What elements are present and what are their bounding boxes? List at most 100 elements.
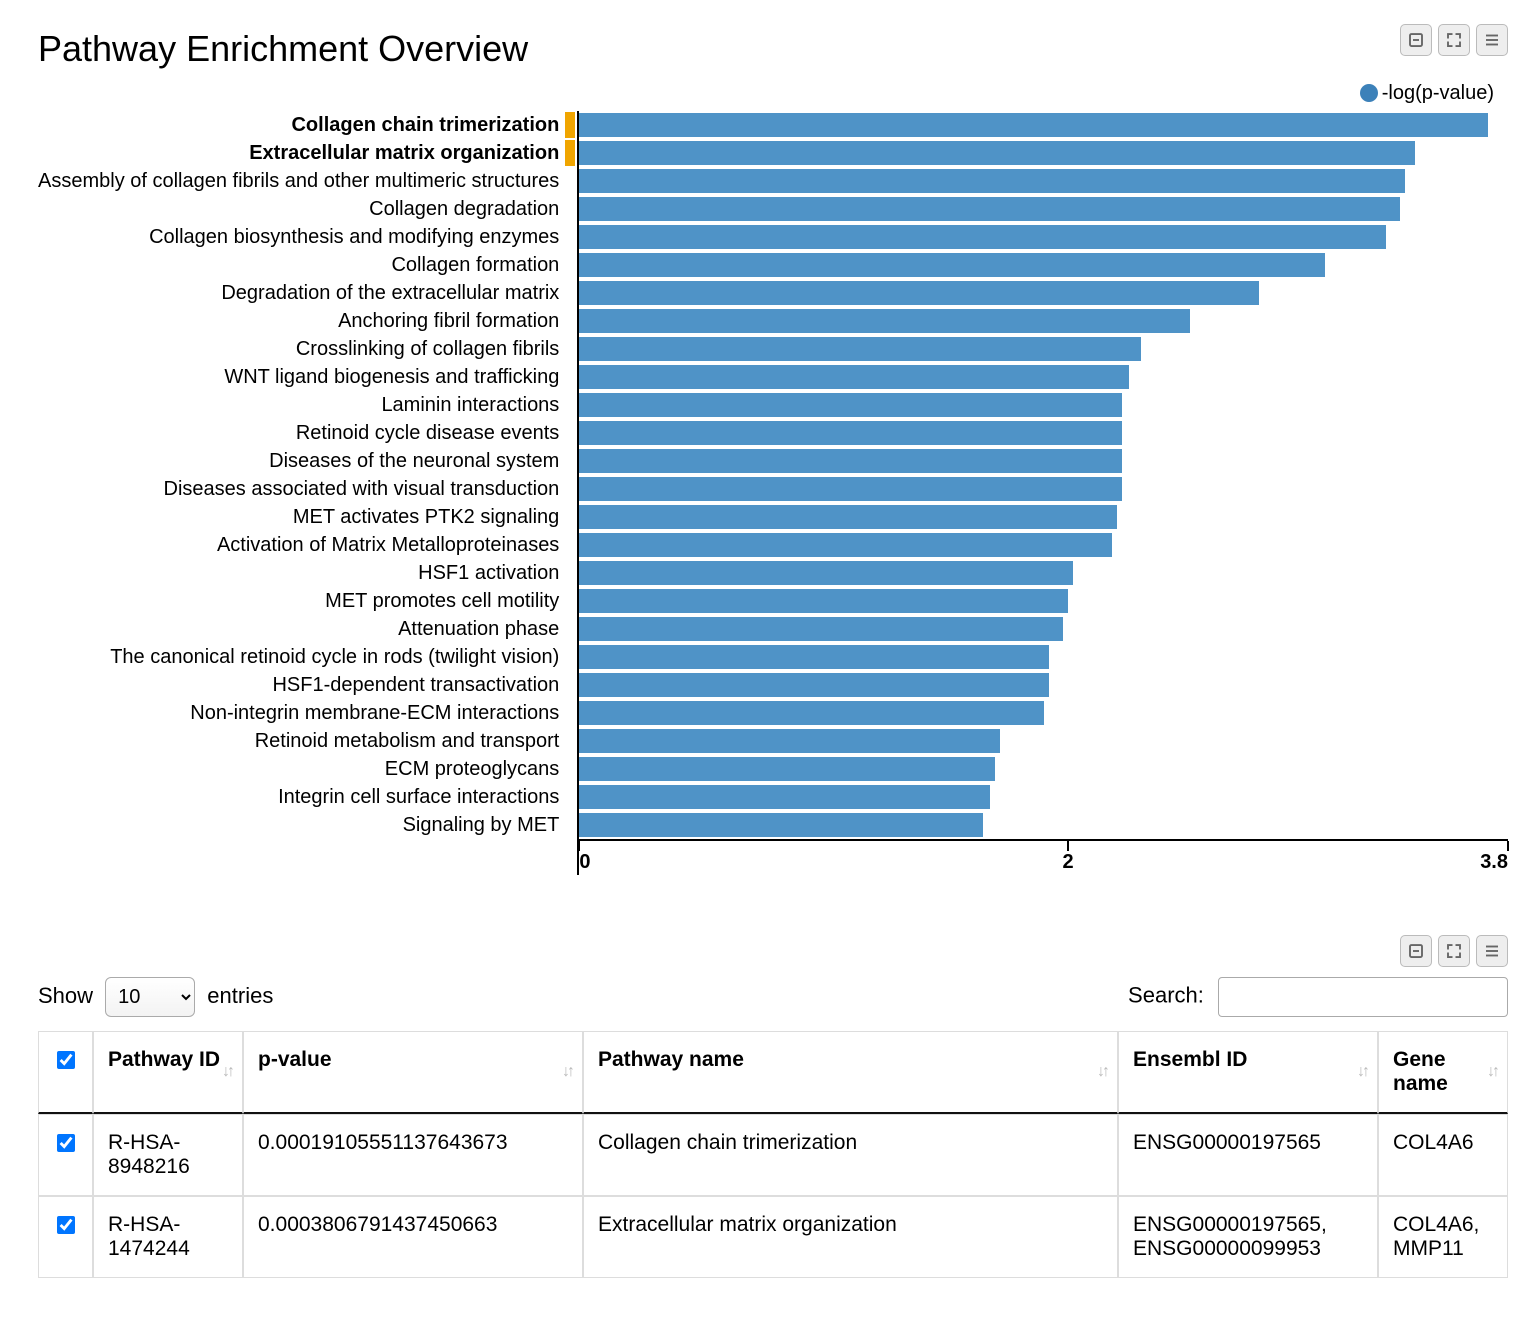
length-select[interactable]: 102550100 [105,977,195,1017]
highlight-marker [565,587,577,615]
bar[interactable] [579,449,1122,473]
bar-row [579,559,1508,587]
highlight-marker [565,112,575,138]
bar[interactable] [579,197,1400,221]
bar-row [579,419,1508,447]
bar-row [579,251,1508,279]
bar[interactable] [579,253,1324,277]
row-checkbox[interactable] [57,1134,75,1152]
bar-row [579,811,1508,839]
highlight-marker [565,475,577,503]
y-axis-label: Signaling by MET [38,811,559,839]
bar[interactable] [579,813,982,837]
highlight-marker [565,699,577,727]
bar[interactable] [579,169,1405,193]
results-table: Pathway ID↓↑p-value↓↑Pathway name↓↑Ensem… [38,1031,1508,1278]
bar-row [579,699,1508,727]
menu-icon[interactable] [1476,24,1508,56]
bar[interactable] [579,225,1385,249]
sort-icon: ↓↑ [562,1068,572,1076]
highlight-marker [565,783,577,811]
select-all-header[interactable] [38,1031,93,1114]
highlight-marker [565,419,577,447]
bar[interactable] [579,421,1122,445]
bar[interactable] [579,505,1117,529]
bar-row [579,503,1508,531]
expand-icon[interactable] [1438,935,1470,967]
search-control: Search: [1128,977,1508,1017]
y-axis-label: Collagen degradation [38,195,559,223]
bar-row [579,307,1508,335]
bar[interactable] [579,589,1068,613]
bar-row [579,475,1508,503]
column-header[interactable]: Ensembl ID↓↑ [1118,1031,1378,1114]
bar-row [579,755,1508,783]
y-axis-label: Collagen formation [38,251,559,279]
y-axis-labels: Collagen chain trimerizationExtracellula… [38,111,565,875]
column-header[interactable]: Pathway ID↓↑ [93,1031,243,1114]
bar-row [579,391,1508,419]
bar-row [579,223,1508,251]
bar[interactable] [579,281,1258,305]
collapse-icon[interactable] [1400,24,1432,56]
bar[interactable] [579,561,1073,585]
highlight-marker [565,195,577,223]
bar[interactable] [579,673,1048,697]
search-input[interactable] [1218,977,1508,1017]
highlight-marker [565,643,577,671]
cell-ensembl: ENSG00000197565 [1118,1114,1378,1196]
bar-row [579,195,1508,223]
column-header[interactable]: p-value↓↑ [243,1031,583,1114]
bar[interactable] [579,477,1122,501]
bar[interactable] [579,393,1122,417]
sort-icon: ↓↑ [1357,1068,1367,1076]
bar[interactable] [579,533,1112,557]
highlight-marker [565,140,575,166]
search-label: Search: [1128,983,1204,1008]
bar[interactable] [579,309,1190,333]
highlight-marker [565,307,577,335]
legend-label: -log(p-value) [1382,82,1494,104]
column-header[interactable]: Pathway name↓↑ [583,1031,1118,1114]
menu-icon[interactable] [1476,935,1508,967]
bar[interactable] [579,729,999,753]
bar-row [579,727,1508,755]
x-tick-label: 3.8 [1480,851,1508,874]
bar-row [579,447,1508,475]
bar[interactable] [579,701,1043,725]
chart-toolbar [1400,24,1508,56]
cell-name: Collagen chain trimerization [583,1114,1118,1196]
bar[interactable] [579,365,1129,389]
bar-row [579,167,1508,195]
y-axis-label: Crosslinking of collagen fibrils [38,335,559,363]
cell-pathway_id: R-HSA-1474244 [93,1196,243,1278]
bar[interactable] [579,141,1415,165]
x-tick-label: 2 [1063,851,1074,874]
bar[interactable] [579,113,1488,137]
bar[interactable] [579,785,990,809]
select-all-checkbox[interactable] [57,1051,75,1069]
y-axis-label: Assembly of collagen fibrils and other m… [38,167,559,195]
bar-row [579,615,1508,643]
bar[interactable] [579,645,1048,669]
table-row: R-HSA-14742440.0003806791437450663Extrac… [38,1196,1508,1278]
collapse-icon[interactable] [1400,935,1432,967]
bar[interactable] [579,757,994,781]
cell-name: Extracellular matrix organization [583,1196,1118,1278]
y-axis-label: Laminin interactions [38,391,559,419]
y-axis-label: Collagen biosynthesis and modifying enzy… [38,223,559,251]
y-axis-label: MET promotes cell motility [38,587,559,615]
column-header[interactable]: Gene name↓↑ [1378,1031,1508,1114]
cell-gene: COL4A6 [1378,1114,1508,1196]
enrichment-chart: Collagen chain trimerizationExtracellula… [38,111,1508,875]
sort-icon: ↓↑ [1487,1068,1497,1076]
length-control: Show 102550100 entries [38,977,273,1017]
bar[interactable] [579,337,1141,361]
row-checkbox[interactable] [57,1216,75,1234]
highlight-marker [565,755,577,783]
highlight-marker [565,335,577,363]
y-axis-label: HSF1 activation [38,559,559,587]
bar[interactable] [579,617,1063,641]
expand-icon[interactable] [1438,24,1470,56]
bar-row [579,335,1508,363]
